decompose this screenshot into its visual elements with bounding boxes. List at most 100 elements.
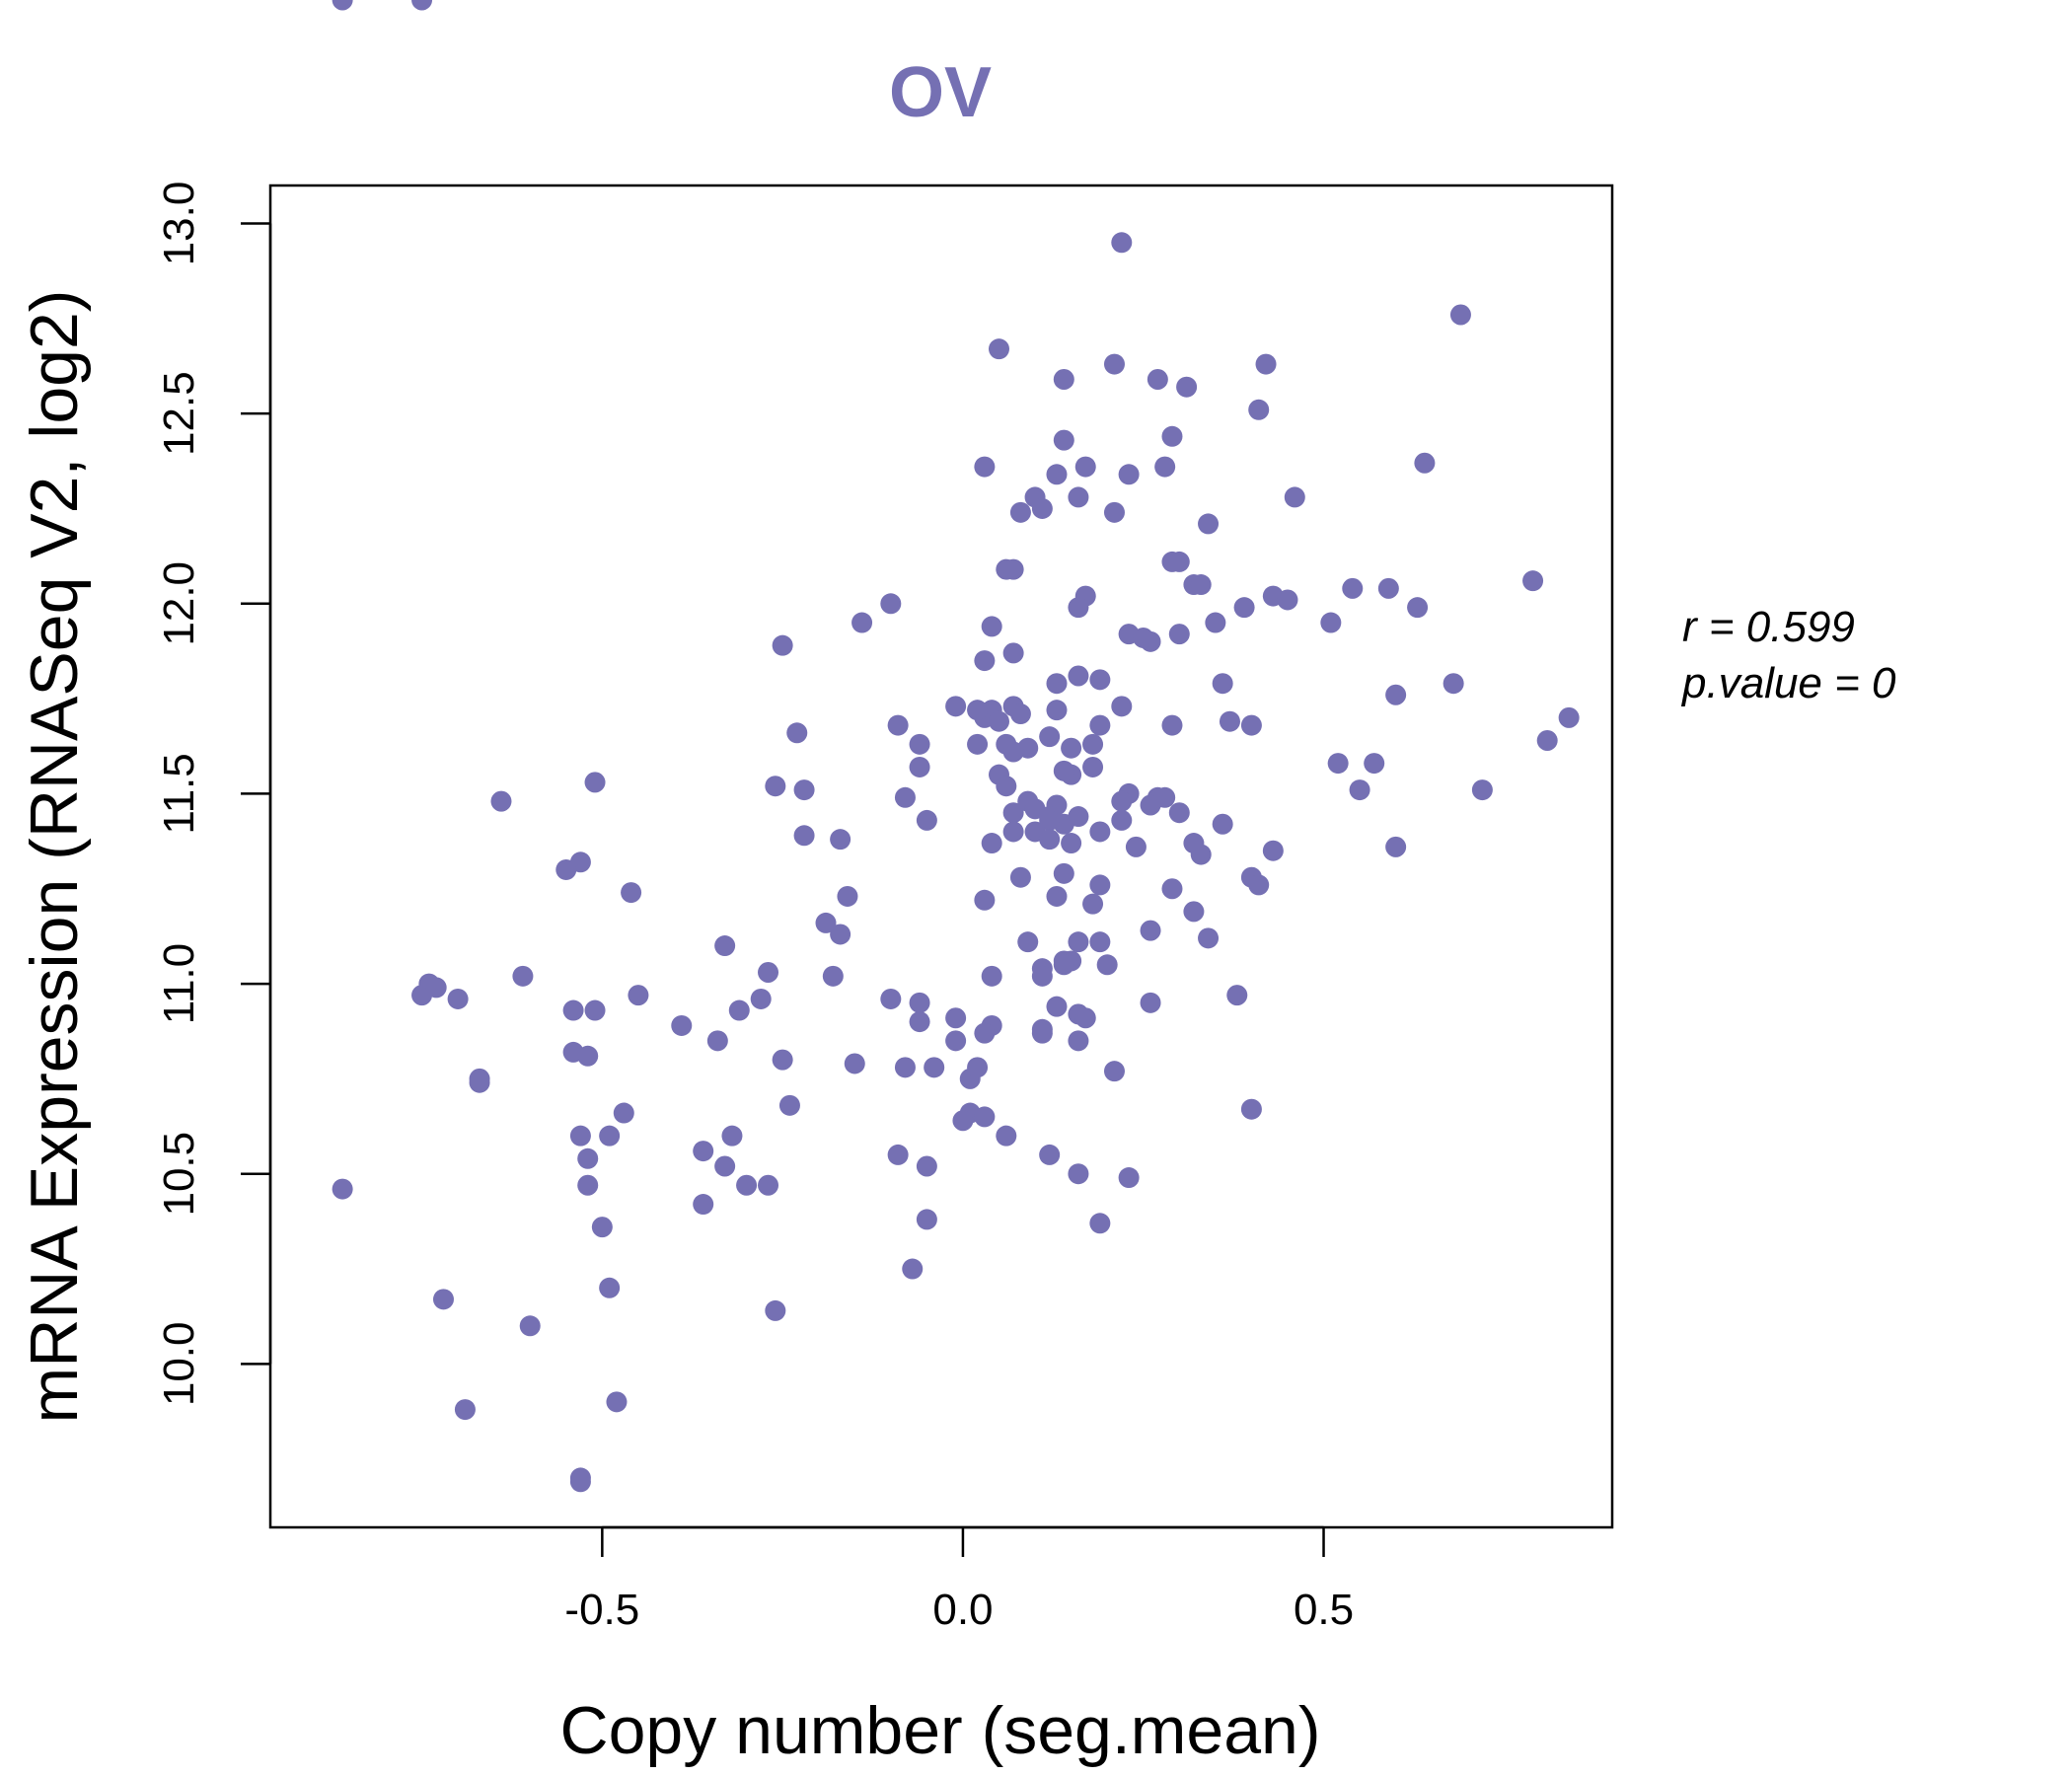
data-point: [736, 1174, 758, 1196]
data-point: [599, 1277, 621, 1298]
data-point: [1046, 885, 1068, 907]
data-point: [1053, 368, 1074, 390]
data-point: [988, 338, 1009, 360]
data-point: [909, 992, 930, 1013]
data-point: [974, 650, 996, 672]
data-point: [1327, 753, 1349, 775]
data-point: [1039, 829, 1061, 851]
data-point: [1068, 665, 1089, 687]
data-point: [1240, 714, 1262, 736]
data-point: [1089, 931, 1111, 953]
data-point: [1255, 353, 1277, 375]
data-point: [1558, 706, 1580, 728]
y-tick-label: 10.0: [155, 1322, 203, 1407]
chart-title: OV: [889, 53, 992, 132]
data-point: [714, 935, 736, 957]
data-point: [1320, 612, 1342, 633]
data-point: [1140, 992, 1161, 1013]
data-point: [1031, 1022, 1053, 1044]
data-point: [1089, 714, 1111, 736]
data-point: [1377, 577, 1399, 599]
data-point: [671, 1014, 693, 1036]
data-point: [1154, 456, 1176, 478]
data-point: [1262, 840, 1284, 861]
data-point: [967, 1057, 989, 1078]
data-point: [577, 1147, 599, 1169]
data-point: [1364, 753, 1385, 775]
data-point: [1082, 756, 1104, 777]
y-tick-label: 12.0: [155, 561, 203, 646]
y-tick-label: 10.5: [155, 1132, 203, 1217]
data-point: [974, 889, 996, 911]
data-point: [1277, 589, 1298, 611]
data-point: [613, 1102, 634, 1124]
data-point: [1133, 627, 1154, 648]
y-tick-label: 12.5: [155, 371, 203, 456]
data-point: [1096, 954, 1118, 976]
data-point: [1183, 901, 1205, 923]
data-point: [1068, 931, 1089, 953]
data-point: [1089, 1213, 1111, 1234]
data-point: [1414, 452, 1436, 474]
data-point: [693, 1194, 714, 1216]
data-point: [765, 776, 786, 797]
data-point: [1161, 714, 1183, 736]
data-point: [469, 1072, 490, 1093]
data-point: [599, 1125, 621, 1147]
data-point: [714, 1155, 736, 1177]
data-point: [1176, 376, 1198, 398]
data-point: [1111, 232, 1133, 254]
data-point: [758, 962, 779, 984]
data-point: [887, 1144, 909, 1165]
data-point: [569, 1125, 591, 1147]
plot-area-frame: [268, 184, 1614, 1529]
data-point: [1053, 862, 1074, 884]
data-point: [1443, 673, 1464, 695]
data-point: [1002, 558, 1024, 580]
data-points: [332, 0, 1580, 1493]
data-point: [981, 616, 1002, 637]
data-point: [1039, 1144, 1061, 1165]
y-axis-label: mRNA Expression (RNASeq V2, log2): [17, 290, 92, 1424]
data-point: [1061, 833, 1082, 854]
data-point: [490, 790, 512, 812]
data-point: [1046, 996, 1068, 1017]
data-point: [909, 1011, 930, 1033]
data-point: [909, 733, 930, 755]
data-point: [996, 776, 1017, 797]
data-point: [1046, 673, 1068, 695]
data-point: [772, 1049, 793, 1071]
data-point: [945, 696, 967, 717]
data-point: [1536, 729, 1558, 751]
data-point: [909, 756, 930, 777]
data-point: [815, 912, 837, 933]
data-point: [584, 772, 606, 793]
data-point: [1002, 802, 1024, 824]
data-point: [1089, 821, 1111, 843]
data-point: [1031, 497, 1053, 519]
x-tick-label: -0.5: [564, 1586, 639, 1634]
data-point: [894, 1057, 916, 1078]
data-point: [1103, 501, 1125, 523]
data-point: [1198, 513, 1220, 535]
data-point: [1219, 710, 1240, 732]
data-point: [1168, 624, 1190, 645]
data-point: [1212, 673, 1233, 695]
data-point: [1039, 809, 1061, 831]
data-point: [1068, 597, 1089, 619]
y-tick-label: 11.5: [155, 753, 203, 834]
data-point: [916, 809, 937, 831]
data-point: [569, 1471, 591, 1493]
data-point: [1061, 737, 1082, 759]
data-point: [1002, 741, 1024, 763]
data-point: [1140, 920, 1161, 941]
data-point: [750, 988, 772, 1009]
x-tick-label: 0.5: [1294, 1586, 1354, 1634]
data-point: [1053, 760, 1074, 781]
data-point: [1449, 304, 1471, 326]
data-point: [1471, 779, 1493, 801]
data-point: [1205, 612, 1226, 633]
data-point: [1074, 1007, 1096, 1029]
data-point: [880, 988, 902, 1009]
data-point: [945, 1007, 967, 1029]
